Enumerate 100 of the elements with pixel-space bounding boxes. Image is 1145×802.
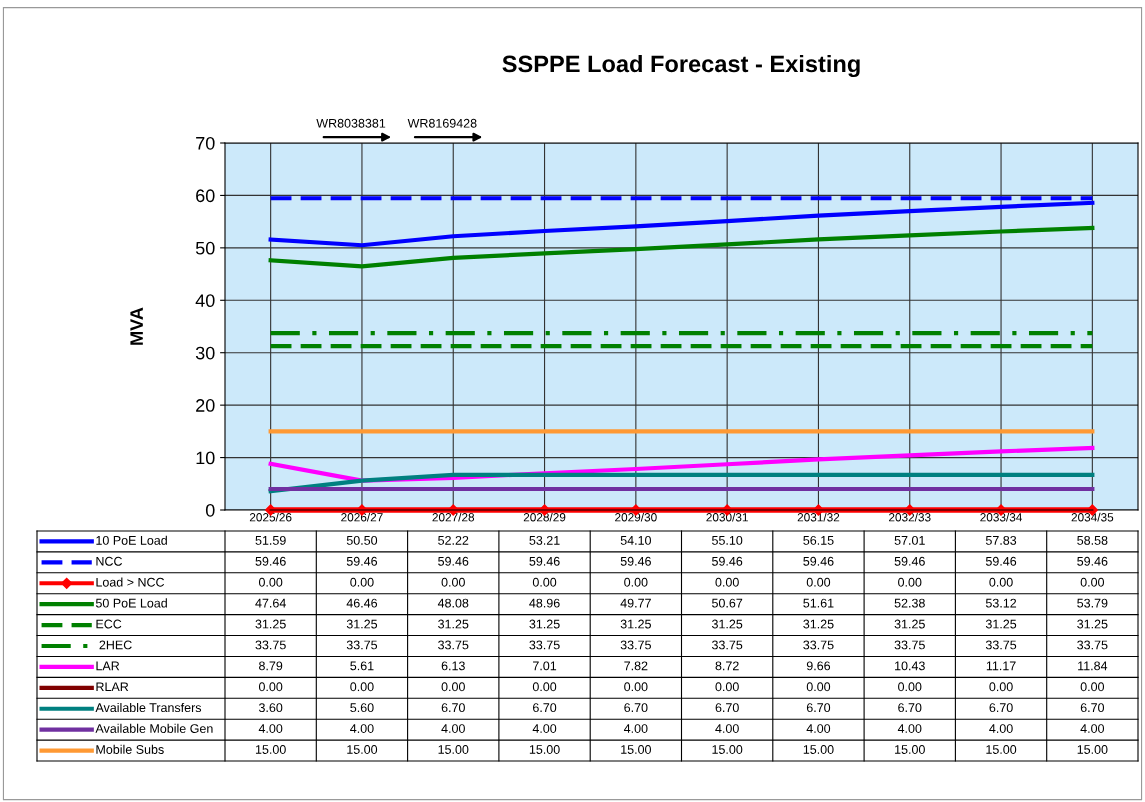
data-label: 58.58	[1077, 535, 1108, 545]
data-label: 52.22	[438, 535, 469, 545]
data-label: 6.70	[1080, 703, 1105, 713]
data-label: 31.25	[1077, 619, 1108, 629]
data-label: 0.00	[989, 577, 1013, 587]
text: WR8038381	[316, 118, 386, 128]
data-label: 0.00	[258, 577, 283, 587]
y-tick-label: 70	[196, 136, 215, 150]
data-label: 5.60	[350, 703, 374, 713]
data-label: 15.00	[986, 745, 1017, 754]
data-label: 0.00	[806, 577, 831, 587]
data-label: 6.13	[441, 661, 465, 671]
y-tick-label: 60	[196, 189, 215, 203]
data-label: 0.00	[350, 577, 374, 587]
data-label: 5.61	[350, 661, 374, 671]
data-label: 0.00	[441, 682, 465, 692]
data-label: 59.46	[985, 556, 1017, 566]
data-label: 6.70	[989, 703, 1013, 713]
data-label: 6.70	[898, 703, 922, 713]
data-label: 10.43	[895, 661, 925, 671]
data-label: 0.00	[532, 577, 557, 587]
data-label: 33.75	[803, 640, 834, 650]
data-label: 31.25	[803, 619, 834, 629]
legend-label: RLAR	[96, 682, 129, 692]
data-label: 0.00	[1080, 682, 1105, 692]
data-label: 51.59	[255, 535, 286, 545]
data-label: 50.67	[712, 598, 743, 608]
data-label: 59.46	[803, 556, 834, 566]
data-label: 31.25	[711, 619, 743, 629]
data-label: 33.75	[438, 640, 469, 650]
legend-label: Available Mobile Gen	[95, 723, 213, 733]
data-label: 7.01	[533, 661, 557, 671]
data-label: 33.75	[985, 640, 1017, 650]
data-label: 3.60	[258, 703, 283, 713]
data-label: 31.25	[529, 619, 560, 629]
data-label: 53.12	[985, 598, 1017, 608]
text: WR8169428	[407, 118, 477, 128]
data-label: 4.00	[258, 724, 283, 733]
data-label: 59.46	[712, 556, 743, 566]
x-tick-label: 2034/35	[1071, 512, 1114, 522]
data-label: 59.46	[346, 556, 378, 566]
data-label: 33.75	[620, 640, 651, 650]
data-label: 6.70	[806, 703, 831, 713]
data-label: 9.66	[806, 661, 831, 671]
legend-label: NCC	[96, 556, 123, 566]
data-label: 31.25	[255, 619, 286, 629]
data-label: 46.46	[346, 598, 378, 608]
data-label: 15.00	[895, 745, 925, 754]
x-tick-label: 2026/27	[341, 512, 383, 522]
data-label: 0.00	[898, 682, 922, 692]
data-label: 31.25	[985, 619, 1017, 629]
data-label: 0.00	[715, 682, 739, 692]
data-label: 51.61	[803, 598, 834, 608]
data-label: 49.77	[620, 598, 651, 608]
legend-label: ECC	[96, 619, 122, 629]
data-label: 7.82	[624, 661, 648, 671]
data-label: 52.38	[894, 598, 925, 608]
data-label: 0.00	[989, 682, 1013, 692]
data-label: 59.46	[438, 556, 469, 566]
data-label: 15.00	[621, 745, 651, 754]
data-label: 57.83	[985, 535, 1017, 545]
data-label: 48.96	[529, 598, 560, 608]
data-label: 15.00	[347, 745, 378, 754]
legend-label: 10 PoE Load	[96, 535, 167, 545]
data-label: 15.00	[529, 745, 560, 754]
data-label: 33.75	[711, 640, 743, 650]
data-label: 59.46	[894, 556, 925, 566]
y-tick-label: 20	[196, 399, 215, 412]
data-label: 8.72	[715, 661, 739, 671]
y-tick-label: 10	[196, 451, 215, 465]
legend-label: Mobile Subs	[96, 744, 164, 754]
data-label: 33.75	[529, 640, 560, 650]
y-tick-label: 40	[195, 294, 215, 308]
data-label: 33.75	[1077, 640, 1108, 650]
data-label: 4.00	[806, 724, 831, 733]
data-label: 31.25	[620, 619, 651, 629]
y-tick-label: 50	[195, 241, 215, 255]
data-label: 0.00	[1080, 577, 1105, 587]
data-label: 50.50	[346, 535, 378, 545]
data-label: 8.79	[259, 661, 283, 671]
data-label: 0.00	[898, 577, 922, 587]
data-label: 59.46	[255, 556, 286, 566]
data-label: 47.64	[255, 598, 286, 608]
data-label: 6.70	[624, 703, 648, 713]
chart-title: SSPPE Load Forecast - Existing	[502, 54, 860, 78]
data-label: 4.00	[1080, 724, 1105, 733]
data-label: 56.15	[803, 535, 834, 545]
data-label: 15.00	[438, 745, 469, 754]
data-label: 59.46	[620, 556, 651, 566]
x-tick-label: 2029/30	[615, 512, 657, 522]
data-label: 59.46	[1077, 556, 1108, 566]
data-label: 15.00	[1077, 745, 1108, 754]
data-label: 4.00	[897, 724, 922, 733]
data-label: 54.10	[620, 535, 651, 545]
data-label: 11.84	[1078, 661, 1108, 671]
data-label: 31.25	[438, 619, 469, 629]
data-label: 57.01	[894, 535, 925, 545]
line-series	[268, 200, 1095, 248]
data-label: 33.75	[894, 640, 925, 650]
data-label: 31.25	[346, 619, 378, 629]
